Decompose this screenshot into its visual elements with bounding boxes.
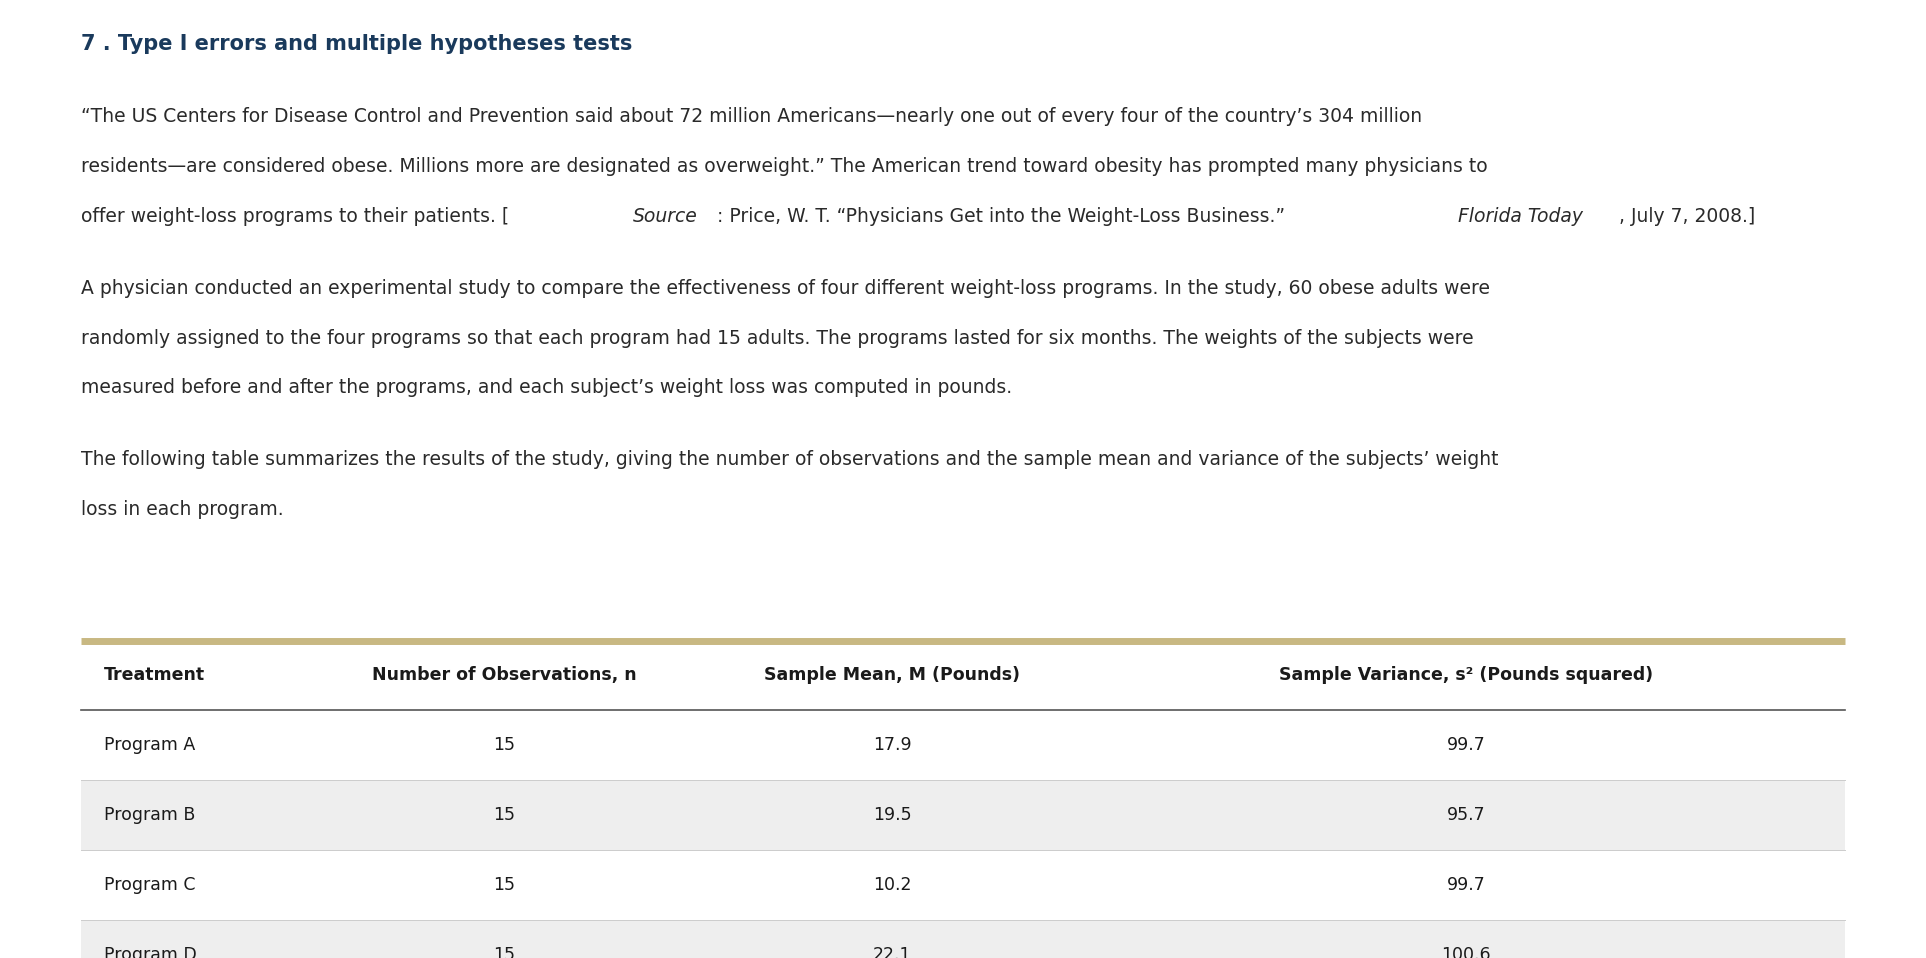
Text: 17.9: 17.9 <box>872 736 911 754</box>
Text: 15: 15 <box>493 736 516 754</box>
Text: “The US Centers for Disease Control and Prevention said about 72 million America: “The US Centers for Disease Control and … <box>81 107 1421 126</box>
Bar <box>81 710 1845 780</box>
Text: 22.1: 22.1 <box>872 946 911 958</box>
Text: A physician conducted an experimental study to compare the effectiveness of four: A physician conducted an experimental st… <box>81 279 1491 298</box>
Text: 15: 15 <box>493 946 516 958</box>
Text: 7 . Type I errors and multiple hypotheses tests: 7 . Type I errors and multiple hypothese… <box>81 34 632 54</box>
Text: 100.6: 100.6 <box>1441 946 1491 958</box>
Text: The following table summarizes the results of the study, giving the number of ob: The following table summarizes the resul… <box>81 450 1498 469</box>
Text: 15: 15 <box>493 806 516 824</box>
Text: Program C: Program C <box>104 876 196 894</box>
Text: randomly assigned to the four programs so that each program had 15 adults. The p: randomly assigned to the four programs s… <box>81 329 1473 348</box>
Text: , July 7, 2008.]: , July 7, 2008.] <box>1618 207 1755 226</box>
Text: 99.7: 99.7 <box>1446 736 1485 754</box>
Text: 10.2: 10.2 <box>872 876 911 894</box>
Text: Program B: Program B <box>104 806 195 824</box>
Bar <box>81 641 1845 710</box>
Text: Sample Variance, s² (Pounds squared): Sample Variance, s² (Pounds squared) <box>1279 667 1653 684</box>
Text: measured before and after the programs, and each subject’s weight loss was compu: measured before and after the programs, … <box>81 378 1011 398</box>
Text: residents—are considered obese. Millions more are designated as overweight.” The: residents—are considered obese. Millions… <box>81 157 1487 176</box>
Text: Florida Today: Florida Today <box>1458 207 1583 226</box>
Bar <box>81 780 1845 850</box>
Text: Program A: Program A <box>104 736 195 754</box>
Text: offer weight-loss programs to their patients. [: offer weight-loss programs to their pati… <box>81 207 508 226</box>
Text: Source: Source <box>634 207 697 226</box>
Text: 95.7: 95.7 <box>1446 806 1485 824</box>
Text: 99.7: 99.7 <box>1446 876 1485 894</box>
Text: 15: 15 <box>493 876 516 894</box>
Bar <box>81 920 1845 958</box>
Bar <box>81 850 1845 920</box>
Text: loss in each program.: loss in each program. <box>81 500 283 519</box>
Text: : Price, W. T. “Physicians Get into the Weight-Loss Business.”: : Price, W. T. “Physicians Get into the … <box>716 207 1290 226</box>
Text: Sample Mean, M (Pounds): Sample Mean, M (Pounds) <box>765 667 1021 684</box>
Text: Treatment: Treatment <box>104 667 206 684</box>
Text: Program D: Program D <box>104 946 196 958</box>
Text: 19.5: 19.5 <box>872 806 911 824</box>
Text: Number of Observations, n: Number of Observations, n <box>372 667 638 684</box>
